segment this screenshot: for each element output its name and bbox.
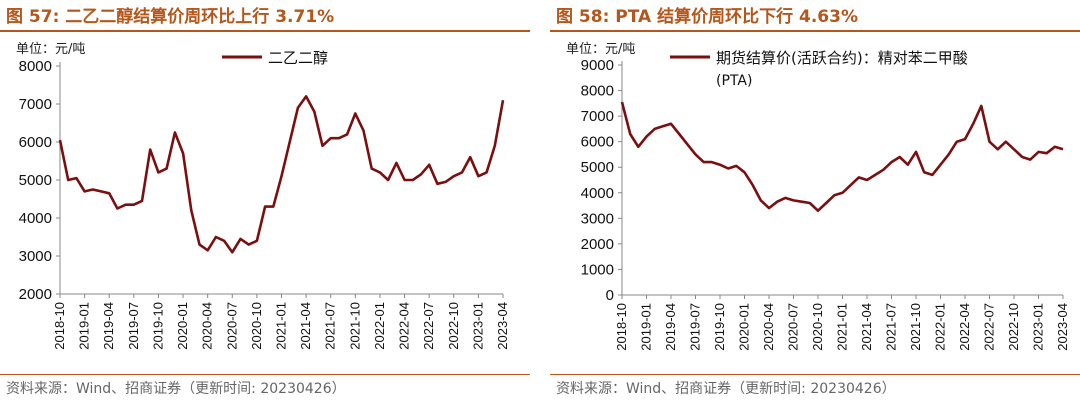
x-tick-label: 2023-01 — [470, 302, 485, 350]
y-tick-label: 5000 — [581, 159, 614, 176]
x-tick-label: 2022-04 — [957, 303, 972, 351]
x-tick-label: 2021-10 — [347, 302, 362, 350]
y-tick-label: 4000 — [581, 185, 614, 202]
y-tick-label: 7000 — [581, 108, 614, 125]
y-tick-label: 3000 — [581, 210, 614, 227]
source-note: 资料来源：Wind、招商证券（更新时间: 20230426） — [6, 381, 346, 397]
x-tick-label: 2020-10 — [810, 303, 825, 351]
x-tick-label: 2022-01 — [933, 303, 948, 351]
x-tick-label: 2022-10 — [446, 302, 461, 350]
y-tick-label: 6000 — [581, 134, 614, 151]
series-line — [58, 95, 505, 254]
y-tick-label: 2000 — [19, 286, 52, 303]
x-tick-label: 2023-01 — [1031, 303, 1046, 351]
title-bar: 图 58: PTA 结算价周环比下行 4.63% — [550, 0, 1080, 32]
x-tick-label: 2021-01 — [274, 302, 289, 350]
title-divider — [550, 30, 1080, 32]
x-tick-label: 2019-10 — [712, 303, 727, 351]
chart-title: 图 58: PTA 结算价周环比下行 4.63% — [556, 7, 858, 27]
x-tick-label: 2021-07 — [884, 303, 899, 351]
source-note: 资料来源：Wind、招商证券（更新时间: 20230426） — [556, 381, 896, 397]
x-tick-label: 2021-01 — [835, 303, 850, 351]
chart-plot: 0 1000 2000 3000 4000 5000 6000 7000 8000 9000 201… — [581, 49, 1070, 351]
y-tick-label: 6000 — [19, 134, 52, 151]
y-tick-label: 5000 — [19, 172, 52, 189]
x-tick-label: 2023-04 — [495, 302, 510, 350]
x-tick-label: 2020-04 — [200, 302, 215, 350]
x-tick-label: 2019-07 — [126, 302, 141, 350]
y-tick-label: 9000 — [581, 57, 614, 74]
x-tick-label: 2022-07 — [982, 303, 997, 351]
source-divider — [550, 374, 1080, 375]
x-tick-label: 2020-07 — [786, 303, 801, 351]
title-bar: 图 57: 二乙二醇结算价周环比上行 3.71% — [0, 0, 530, 32]
x-tick-label: 2019-10 — [150, 302, 165, 350]
x-tick-label: 2020-01 — [175, 302, 190, 350]
chart-panel-right: 图 58: PTA 结算价周环比下行 4.63% 单位：元/吨 0 1000 200… — [550, 0, 1080, 402]
x-tick-label: 2019-04 — [101, 302, 116, 350]
y-tick-label: 7000 — [19, 96, 52, 113]
chart-plot: 2000 3000 4000 5000 6000 7000 8000 2018-10 2019-… — [19, 49, 510, 350]
legend-label: 二乙二醇 — [268, 49, 328, 67]
x-tick-label: 2021-10 — [908, 303, 923, 351]
x-tick-label: 2019-01 — [639, 303, 654, 351]
x-tick-label: 2018-10 — [52, 302, 67, 350]
title-divider — [0, 30, 530, 32]
y-tick-label: 1000 — [581, 261, 614, 278]
y-tick-label: 8000 — [581, 83, 614, 100]
x-tick-label: 2021-04 — [298, 302, 313, 350]
series-line — [620, 101, 1064, 212]
x-tick-label: 2021-04 — [859, 303, 874, 351]
x-tick-label: 2021-07 — [323, 302, 338, 350]
y-tick-label: 4000 — [19, 210, 52, 227]
source-divider — [0, 374, 530, 375]
y-tick-label: 0 — [606, 287, 614, 304]
x-tick-label: 2022-01 — [372, 302, 387, 350]
x-tick-label: 2022-10 — [1006, 303, 1021, 351]
chart-panel-left: 图 57: 二乙二醇结算价周环比上行 3.71% 单位：元/吨 2000 3000… — [0, 0, 530, 402]
x-tick-label: 2020-10 — [249, 302, 264, 350]
unit-label: 单位：元/吨 — [16, 42, 86, 57]
x-tick-label: 2023-04 — [1055, 303, 1070, 351]
x-tick-label: 2022-04 — [397, 302, 412, 350]
chart-title: 图 57: 二乙二醇结算价周环比上行 3.71% — [6, 7, 335, 27]
x-tick-label: 2019-01 — [77, 302, 92, 350]
y-tick-label: 8000 — [19, 58, 52, 75]
unit-label: 单位：元/吨 — [566, 42, 636, 57]
x-tick-label: 2022-07 — [421, 302, 436, 350]
legend-label: 期货结算价(活跃合约)：精对苯二甲酸 — [716, 49, 968, 67]
legend-label-line2: (PTA) — [716, 73, 752, 89]
x-tick-label: 2019-07 — [688, 303, 703, 351]
x-tick-label: 2020-07 — [224, 302, 239, 350]
y-tick-label: 3000 — [19, 248, 52, 265]
x-tick-label: 2020-04 — [761, 303, 776, 351]
x-tick-label: 2020-01 — [737, 303, 752, 351]
x-tick-label: 2019-04 — [663, 303, 678, 351]
x-tick-label: 2018-10 — [614, 303, 629, 351]
y-tick-label: 2000 — [581, 236, 614, 253]
